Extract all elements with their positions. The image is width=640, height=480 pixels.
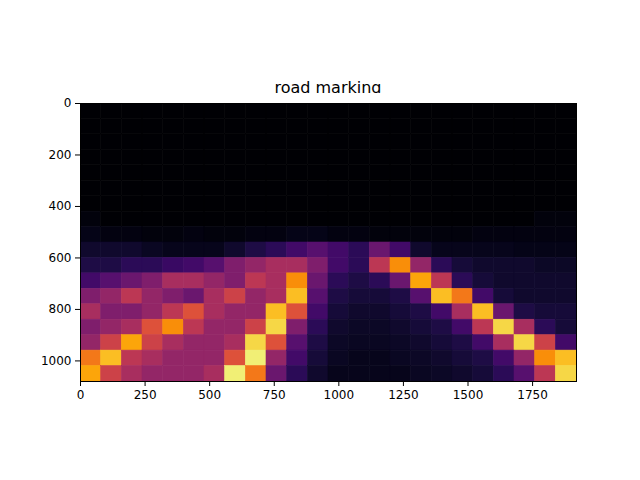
svg-text:1000: 1000 <box>41 354 72 368</box>
svg-text:0: 0 <box>77 388 85 402</box>
svg-text:200: 200 <box>49 148 72 162</box>
svg-text:1250: 1250 <box>388 388 419 402</box>
svg-text:500: 500 <box>198 388 221 402</box>
html-text:road marking: road marking <box>274 78 382 97</box>
svg-text:1000: 1000 <box>324 388 355 402</box>
svg-text:600: 600 <box>49 251 72 265</box>
svg-text:0: 0 <box>64 96 72 110</box>
svg-text:400: 400 <box>49 199 72 213</box>
svg-text:250: 250 <box>134 388 157 402</box>
svg-text:1750: 1750 <box>517 388 548 402</box>
svg-text:750: 750 <box>263 388 286 402</box>
svg-text:800: 800 <box>49 302 72 316</box>
svg-text:1500: 1500 <box>453 388 484 402</box>
